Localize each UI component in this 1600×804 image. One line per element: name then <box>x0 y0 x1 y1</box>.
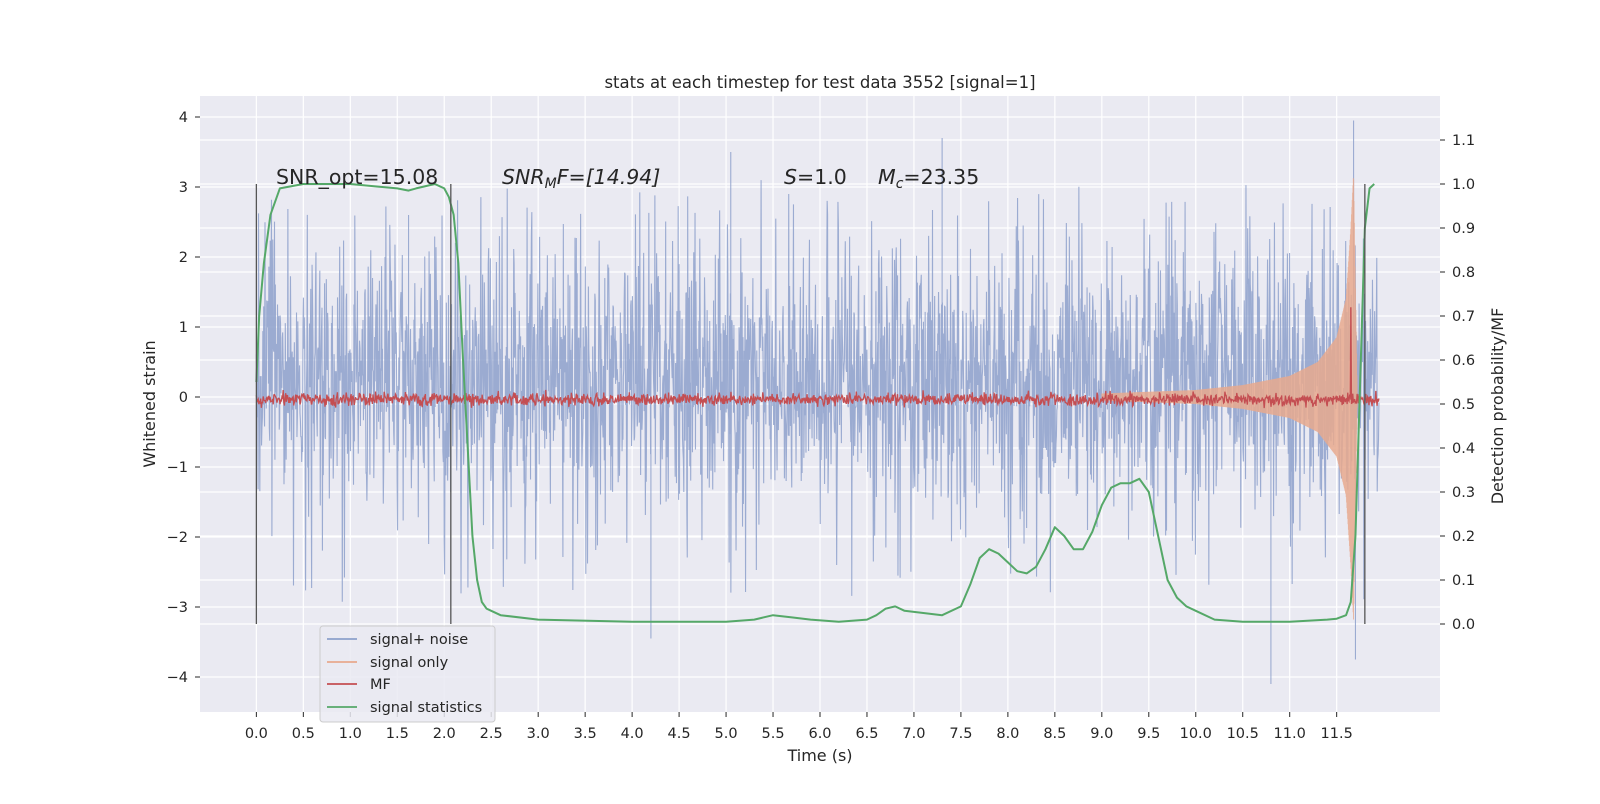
annotation-mc-symbol: M <box>878 165 896 189</box>
x-tick-label-2: 1.0 <box>339 726 362 742</box>
x-tick-label-14: 7.0 <box>902 726 925 742</box>
annotation-mc-value: =23.35 <box>903 165 979 189</box>
x-tick-label-5: 2.5 <box>480 726 503 742</box>
x-tick-label-3: 1.5 <box>386 726 409 742</box>
annotation-mc-sub: c <box>896 176 904 192</box>
y2-tick-label-0: 0.0 <box>1452 617 1475 633</box>
x-tick-label-10: 5.0 <box>715 726 738 742</box>
y2-tick-label-9: 0.9 <box>1452 221 1475 237</box>
y2-tick-label-6: 0.6 <box>1452 353 1475 369</box>
y2-axis-label: Detection probability/MF <box>1488 308 1507 505</box>
x-tick-label-4: 2.0 <box>433 726 456 742</box>
legend-label-signal-statistics: signal statistics <box>370 700 482 716</box>
y-axis-label: Whitened strain <box>140 340 159 467</box>
x-tick-label-8: 4.0 <box>621 726 644 742</box>
marker-layer <box>255 184 1366 624</box>
y-tick-label-6: 2 <box>179 250 188 266</box>
y-tick-label-0: −4 <box>167 670 188 686</box>
x-tick-label-0: 0.0 <box>245 726 268 742</box>
tick-layer: 0.0 0.5 1.0 1.5 2.0 2.5 3.0 3.5 4.0 4.5 5.0 5.5 6.0 6… <box>167 110 1475 742</box>
annotation-s: S=1.0 <box>784 165 847 189</box>
x-tick-label-9: 4.5 <box>668 726 691 742</box>
x-tick-label-18: 9.0 <box>1090 726 1113 742</box>
y-tick-label-7: 3 <box>179 180 188 196</box>
x-tick-label-19: 9.5 <box>1137 726 1160 742</box>
x-tick-label-6: 3.0 <box>527 726 550 742</box>
annotation-snr-opt: SNR_opt=15.08 <box>276 165 438 190</box>
legend: signal+ noise signal only MF signal stat… <box>319 625 496 723</box>
annotation-s-value: =1.0 <box>797 165 847 189</box>
x-tick-label-17: 8.5 <box>1043 726 1066 742</box>
y2-tick-label-7: 0.7 <box>1452 309 1475 325</box>
y-tick-label-5: 1 <box>179 320 188 336</box>
y2-tick-label-2: 0.2 <box>1452 529 1475 545</box>
y2-tick-label-3: 0.3 <box>1452 485 1475 501</box>
x-tick-label-1: 0.5 <box>292 726 315 742</box>
y2-tick-label-1: 0.1 <box>1452 573 1475 589</box>
y2-tick-label-4: 0.4 <box>1452 441 1475 457</box>
annotation-snr-mf: SNRMF=[14.94] <box>502 165 660 192</box>
annotation-s-symbol: S <box>784 165 797 189</box>
series-mf-line <box>255 307 1380 409</box>
x-tick-label-13: 6.5 <box>855 726 878 742</box>
y-tick-label-8: 4 <box>179 110 188 126</box>
y-tick-label-3: −1 <box>167 460 188 476</box>
x-tick-label-16: 8.0 <box>996 726 1019 742</box>
x-tick-label-7: 3.5 <box>574 726 597 742</box>
x-axis-label: Time (s) <box>786 746 852 765</box>
x-tick-label-15: 7.5 <box>949 726 972 742</box>
chart-title: stats at each timestep for test data 355… <box>604 73 1035 92</box>
legend-label-signal-only: signal only <box>370 655 449 671</box>
x-tick-label-21: 10.5 <box>1227 726 1259 742</box>
y-tick-label-4: 0 <box>179 390 188 406</box>
y2-tick-label-8: 0.8 <box>1452 265 1475 281</box>
legend-label-signal-noise: signal+ noise <box>370 632 468 648</box>
y-tick-label-1: −3 <box>167 600 188 616</box>
y-tick-label-2: −2 <box>167 530 188 546</box>
legend-label-mf: MF <box>370 677 391 693</box>
x-tick-label-22: 11.0 <box>1274 726 1306 742</box>
y2-tick-label-11: 1.1 <box>1452 133 1475 149</box>
annotation-snr-mf-rest: F=[14.94] <box>557 165 661 189</box>
annotation-snr-mf-main: SNR <box>502 165 545 189</box>
x-tick-label-23: 11.5 <box>1321 726 1353 742</box>
x-tick-label-12: 6.0 <box>808 726 831 742</box>
annotation-snr-mf-sub: M <box>545 176 557 192</box>
y2-tick-label-5: 0.5 <box>1452 397 1475 413</box>
annotation-mc: Mc=23.35 <box>878 165 979 192</box>
legend-frame <box>319 625 496 723</box>
x-tick-label-20: 10.0 <box>1180 726 1212 742</box>
y2-tick-label-10: 1.0 <box>1452 177 1475 193</box>
x-tick-label-11: 5.5 <box>761 726 784 742</box>
